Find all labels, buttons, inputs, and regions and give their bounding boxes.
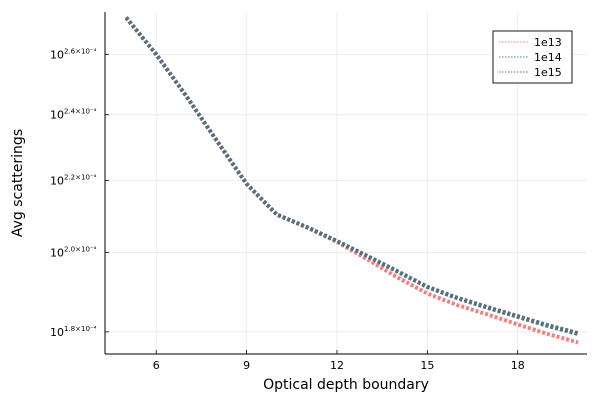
x-tick-label: 6 [153,359,160,372]
x-tick-label: 9 [243,359,250,372]
y-tick-exponent: 2.4×10⁻⁴ [64,108,97,116]
y-tick-label: 10 [50,246,64,259]
legend-label-1e13: 1e13 [534,36,562,49]
y-axis-label: Avg scatterings [10,129,26,237]
x-tick-label: 15 [420,359,434,372]
series-line-1e15 [124,16,579,336]
y-tick-label: 10 [50,174,64,187]
series-lines [124,16,579,345]
x-axis-label: Optical depth boundary [263,377,429,393]
legend: 1e13 1e14 1e15 [492,30,573,84]
axes [104,12,587,355]
legend-label-1e15: 1e15 [534,66,562,79]
y-tick-label: 10 [50,326,64,339]
x-tick-label: 12 [330,359,344,372]
y-tick-exponent: 2.6×10⁻⁴ [64,47,97,55]
legend-label-1e14: 1e14 [534,51,562,64]
y-tick-exponent: 2.2×10⁻⁴ [64,173,97,181]
y-tick-exponent: 1.8×10⁻⁴ [64,325,97,333]
x-tick-label: 18 [511,359,525,372]
y-tick-label: 10 [50,109,64,122]
y-tick-exponent: 2.0×10⁻⁴ [64,245,97,253]
y-tick-label: 10 [50,48,64,61]
